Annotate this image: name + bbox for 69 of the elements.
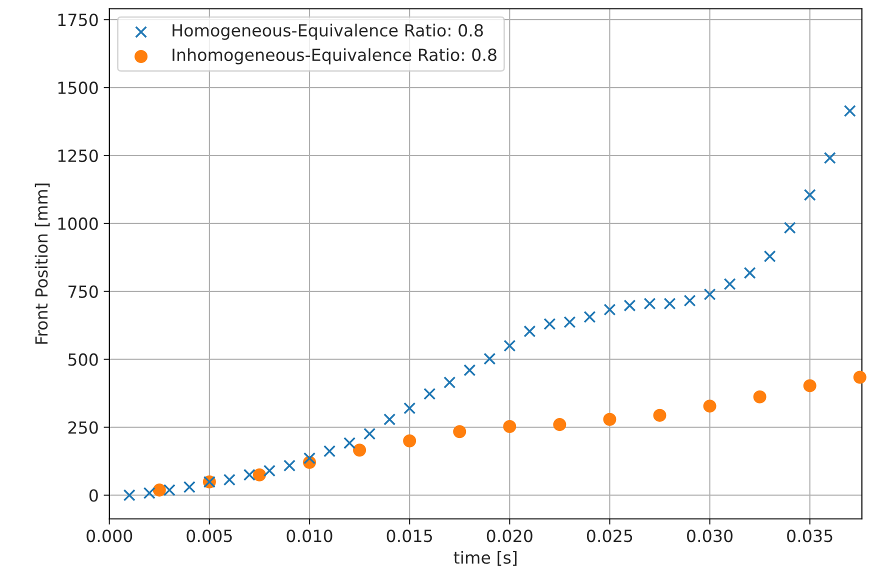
x-axis-title: time [s] <box>454 550 517 566</box>
point <box>223 474 236 486</box>
legend-label: Inhomogeneous-Equivalence Ratio: 0.8 <box>172 48 496 64</box>
y-tick-label: 1750 <box>58 14 98 26</box>
point <box>524 325 536 338</box>
point <box>664 298 676 310</box>
point <box>644 298 656 310</box>
x-tick-label: 0.000 <box>86 530 132 542</box>
point <box>653 408 666 422</box>
x-tick-label: 0.020 <box>486 530 532 542</box>
y-axis-title: Front Position [mm] <box>34 184 50 344</box>
point <box>303 452 316 464</box>
point <box>603 412 616 426</box>
point <box>544 318 556 330</box>
point <box>384 413 396 426</box>
point <box>323 445 336 458</box>
point <box>704 288 716 300</box>
point <box>844 104 856 117</box>
point <box>584 310 596 323</box>
x-tick-label: 0.025 <box>586 530 632 542</box>
point <box>753 390 766 404</box>
point <box>853 370 866 384</box>
point <box>283 460 296 472</box>
point <box>804 188 816 201</box>
point <box>183 481 196 494</box>
x-tick-label: 0.030 <box>687 530 733 542</box>
point <box>484 352 496 365</box>
point <box>404 402 416 414</box>
point <box>504 340 516 352</box>
point <box>464 364 476 376</box>
x-tick-label: 0.035 <box>787 530 832 542</box>
y-tick-label: 500 <box>68 353 98 366</box>
point <box>744 266 756 279</box>
point <box>764 250 776 262</box>
point <box>444 376 456 388</box>
point <box>424 388 436 400</box>
point <box>163 484 176 496</box>
x-tick-label: 0.010 <box>286 530 332 542</box>
point <box>403 434 416 448</box>
point <box>564 316 576 328</box>
point <box>453 425 466 438</box>
y-tick-label: 1000 <box>58 217 98 230</box>
x-tick-label: 0.005 <box>186 530 232 542</box>
y-tick-label: 1250 <box>58 149 98 162</box>
y-tick-label: 1500 <box>58 82 98 94</box>
point <box>724 278 736 290</box>
point <box>684 294 696 307</box>
point <box>363 428 376 440</box>
point <box>553 418 566 432</box>
y-tick-label: 750 <box>68 285 98 298</box>
y-tick-label: 0 <box>89 489 98 502</box>
point <box>343 436 356 450</box>
point <box>143 486 156 500</box>
point <box>243 468 256 481</box>
point <box>824 152 836 164</box>
point <box>604 304 616 316</box>
point <box>353 444 366 457</box>
x-tick-label: 0.015 <box>386 530 432 542</box>
legend-label: Homogeneous-Equivalence Ratio: 0.8 <box>172 24 483 40</box>
point <box>624 299 636 312</box>
point <box>152 484 166 497</box>
point <box>784 222 796 234</box>
point <box>263 464 276 477</box>
point <box>252 468 266 482</box>
y-tick-label: 250 <box>68 421 98 434</box>
point <box>703 400 716 413</box>
point <box>503 420 516 433</box>
point <box>123 489 136 502</box>
point <box>803 379 816 392</box>
